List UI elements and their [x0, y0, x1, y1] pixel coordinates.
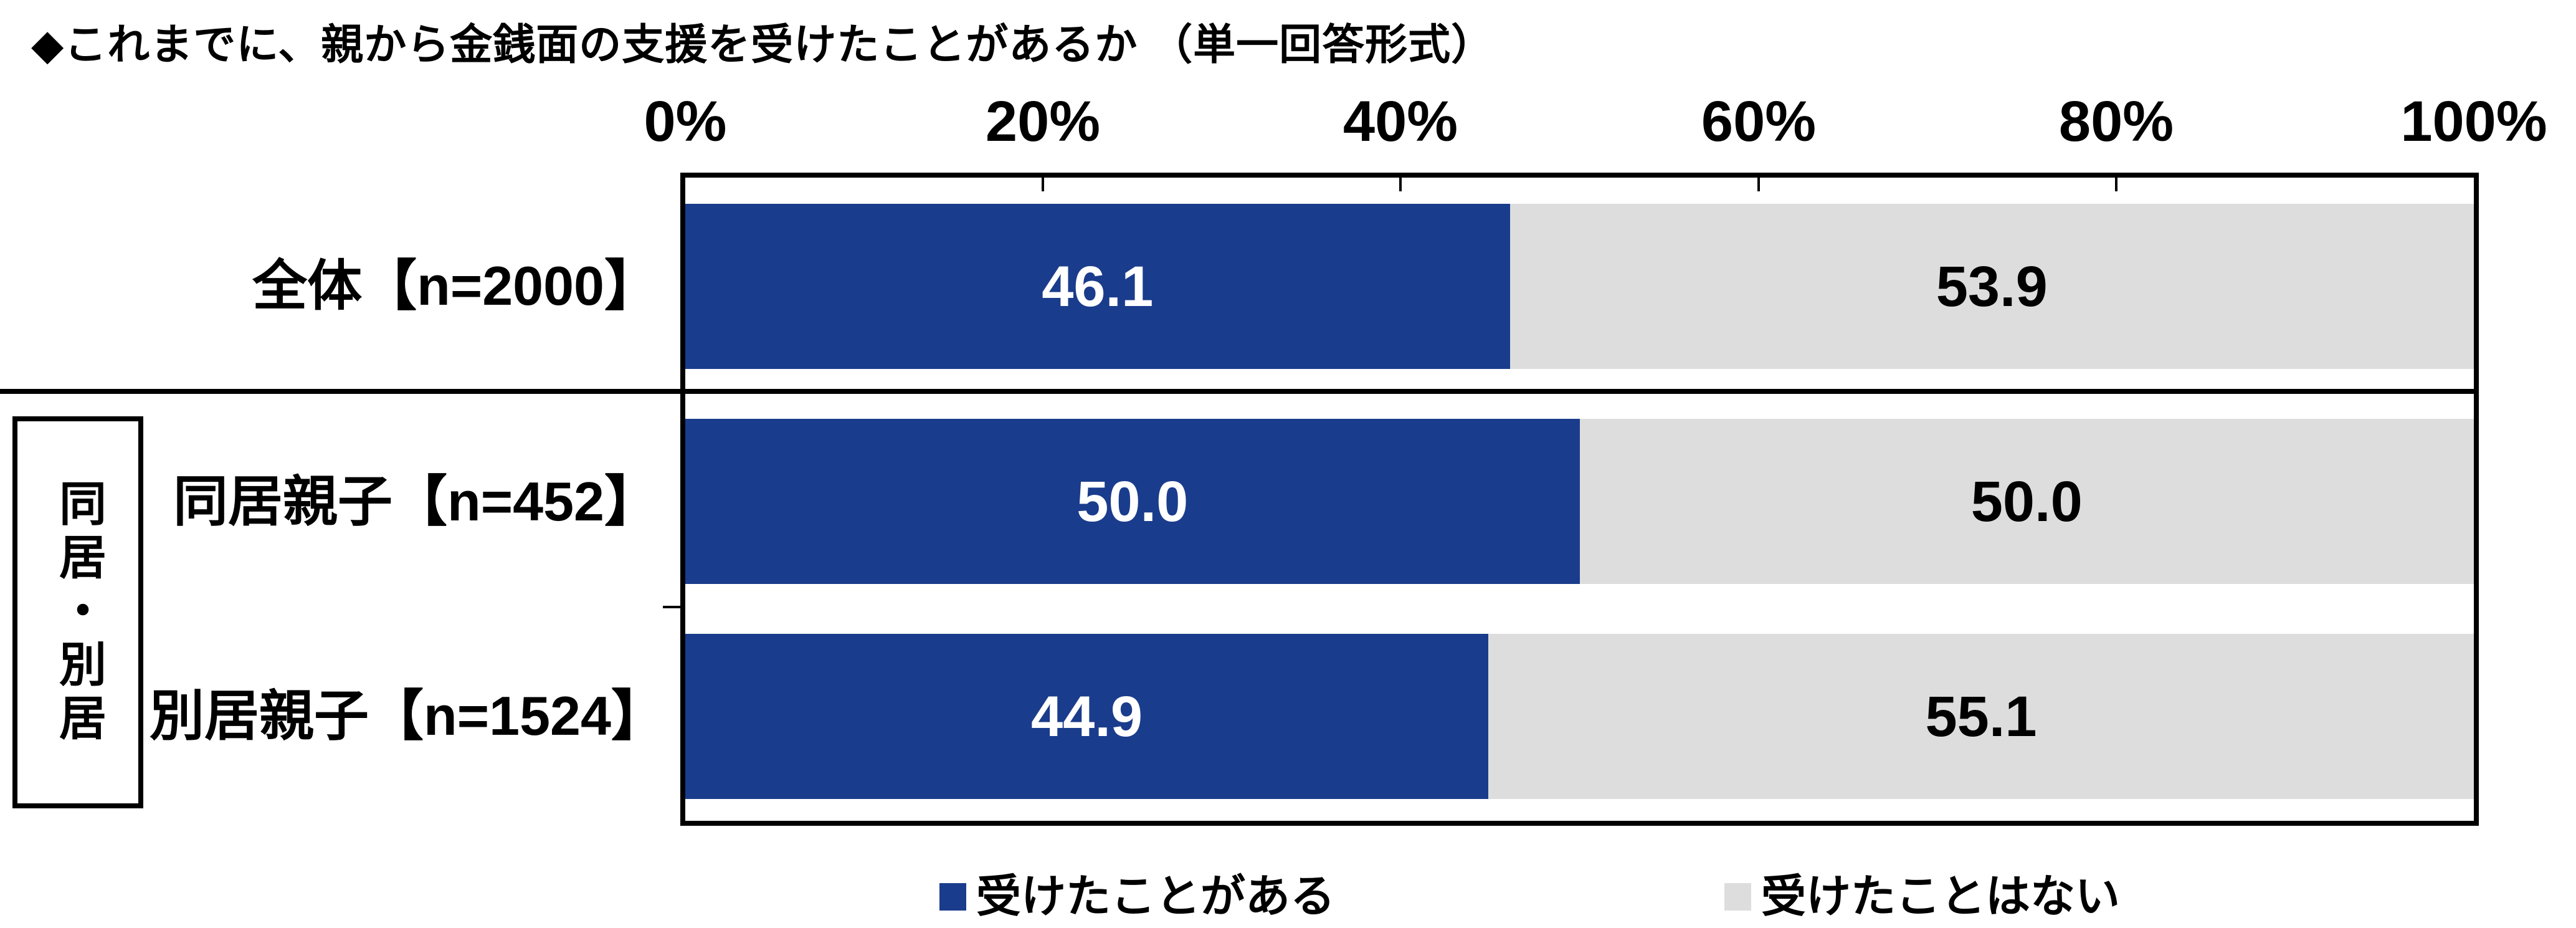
- bar-value-label: 46.1: [1042, 254, 1154, 318]
- bar-segment-no-bekkyo: 55.1: [1488, 634, 2474, 799]
- bar-value-label: 55.1: [1925, 684, 2037, 749]
- x-axis-tick-label-60: 60%: [1701, 90, 1817, 153]
- x-axis-tick-label-0: 0%: [644, 90, 727, 153]
- bar-value-label: 44.9: [1031, 684, 1143, 749]
- group-label-box: 同居・別居: [12, 416, 143, 808]
- bar-segment-no-zentai: 53.9: [1509, 204, 2474, 369]
- bar-value-label: 53.9: [1936, 254, 2048, 318]
- bar-row-zentai: 46.1 53.9: [685, 204, 2474, 369]
- axis-tick-20: [1042, 178, 1045, 191]
- category-label-doukyo: 同居親子【n=452】: [173, 471, 659, 532]
- category-label-bekkyo: 別居親子【n=1524】: [150, 685, 666, 747]
- axis-tick-60: [1757, 178, 1760, 191]
- category-axis-tick: [663, 606, 680, 608]
- group-label: 同居・別居: [52, 478, 105, 747]
- x-axis-tick-label-100: 100%: [2400, 90, 2547, 153]
- legend-swatch-no-icon: [1724, 883, 1751, 911]
- chart-title: ◆これまでに、親から金銭面の支援を受けたことがあるか （単一回答形式）: [31, 21, 1495, 69]
- x-axis-tick-label-20: 20%: [985, 90, 1101, 153]
- plot-area: 46.1 53.9 50.0 50.0 44.9 55.1: [680, 173, 2479, 826]
- bar-segment-yes-zentai: 46.1: [685, 204, 1510, 369]
- bar-value-label: 50.0: [1077, 469, 1189, 533]
- bar-segment-yes-doukyo: 50.0: [685, 419, 1580, 584]
- bar-segment-yes-bekkyo: 44.9: [685, 634, 1489, 799]
- legend-item-yes: 受けたことがある: [939, 873, 1335, 921]
- x-axis-tick-label-80: 80%: [2058, 90, 2174, 153]
- group-separator-line: [0, 389, 2479, 394]
- category-label-zentai: 全体【n=2000】: [252, 255, 659, 317]
- legend-swatch-yes-icon: [939, 883, 966, 911]
- bar-segment-no-doukyo: 50.0: [1579, 419, 2474, 584]
- legend-label-yes: 受けたことがある: [976, 872, 1336, 922]
- bar-value-label: 50.0: [1970, 469, 2083, 533]
- legend-label-no: 受けたことはない: [1761, 872, 2121, 922]
- axis-tick-40: [1399, 178, 1402, 191]
- bar-row-bekkyo: 44.9 55.1: [685, 634, 2474, 799]
- x-axis-tick-label-40: 40%: [1343, 90, 1458, 153]
- bar-row-doukyo: 50.0 50.0: [685, 419, 2474, 584]
- legend-item-no: 受けたことはない: [1724, 873, 2120, 921]
- axis-tick-80: [2114, 178, 2117, 191]
